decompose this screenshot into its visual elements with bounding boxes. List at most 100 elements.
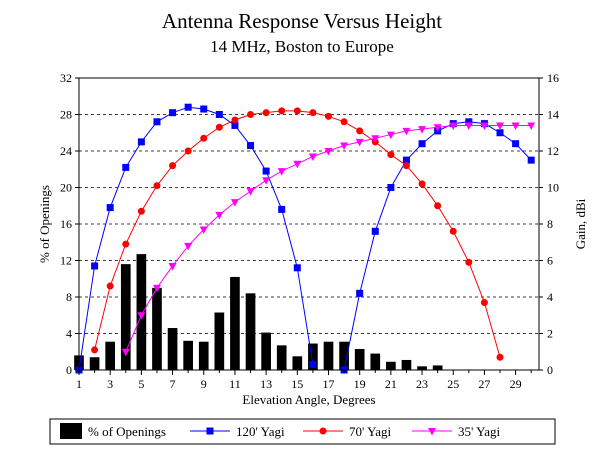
y-left-tick-label: 28 — [60, 108, 72, 122]
y-right-tick-label: 6 — [547, 254, 553, 268]
x-axis-label: Elevation Angle, Degrees — [242, 392, 375, 407]
series-point — [262, 167, 270, 175]
y-right-tick-label: 8 — [547, 217, 553, 231]
series-point — [527, 156, 535, 164]
series-point — [278, 205, 286, 213]
series-point — [200, 105, 208, 113]
series-point — [356, 289, 364, 297]
series-point — [402, 127, 411, 136]
gridlines — [79, 114, 539, 334]
bar — [120, 264, 131, 370]
chart-title: Antenna Response Versus Height — [162, 9, 442, 33]
series-point — [106, 204, 114, 212]
series-point — [386, 131, 395, 140]
series-point — [308, 153, 317, 161]
series-1 — [91, 107, 504, 361]
y-left-tick-label: 4 — [66, 327, 72, 341]
series-point — [465, 258, 473, 266]
x-tick-label: 27 — [478, 377, 490, 391]
series-point — [387, 151, 395, 159]
x-tick-label: 19 — [354, 377, 366, 391]
series-point — [355, 138, 364, 147]
series-point — [512, 140, 520, 148]
series-point — [449, 122, 458, 130]
legend-label: 120' Yagi — [236, 424, 285, 439]
legend-marker — [206, 427, 214, 435]
x-tick-label: 25 — [447, 377, 459, 391]
series-point — [309, 361, 317, 369]
series-point — [122, 240, 130, 248]
series-point — [496, 129, 504, 137]
series-point — [402, 156, 410, 164]
bar — [245, 293, 256, 370]
series-2 — [121, 122, 536, 357]
series-point — [200, 134, 208, 142]
series-point — [106, 282, 114, 290]
legend: % of Openings 120' Yagi 70' Yagi 35' Yagi — [49, 418, 556, 445]
series-point — [121, 348, 130, 357]
series-point — [340, 118, 348, 126]
series-point — [215, 111, 223, 118]
bar — [214, 312, 225, 370]
series-point — [169, 109, 177, 117]
series-point — [122, 163, 130, 171]
series-point — [246, 188, 255, 196]
x-tick-label: 11 — [229, 377, 241, 391]
series-point — [309, 109, 317, 117]
y-left-tick-label: 16 — [60, 217, 72, 231]
series-point — [91, 262, 99, 270]
y-right-tick-label: 0 — [547, 363, 553, 377]
y-left-tick-label: 20 — [60, 181, 72, 195]
series-point — [356, 127, 364, 135]
bar-series — [74, 254, 443, 370]
series-point — [371, 227, 379, 235]
chart-subtitle: 14 MHz, Boston to Europe — [210, 37, 394, 56]
series-point — [247, 142, 255, 150]
y-right-tick-label: 4 — [547, 290, 553, 304]
x-axis-ticks: 1 3 5 7 9 11 13 15 17 19 21 23 25 27 29 — [76, 370, 532, 391]
bar — [401, 359, 412, 370]
series-point — [324, 148, 333, 156]
series-point — [184, 147, 192, 155]
y-left-tick-label: 24 — [60, 144, 72, 158]
series-point — [184, 103, 192, 111]
series-point — [418, 180, 426, 188]
bar — [339, 341, 349, 370]
series-point — [293, 264, 301, 272]
legend-label: 35' Yagi — [458, 424, 500, 439]
x-tick-label: 29 — [510, 377, 522, 391]
x-tick-label: 1 — [76, 377, 82, 391]
series-point — [418, 140, 426, 148]
x-tick-label: 7 — [170, 377, 176, 391]
series-point — [511, 122, 520, 130]
bar — [89, 357, 100, 370]
series-point — [91, 346, 99, 354]
series-point — [496, 122, 505, 130]
y-left-tick-label: 32 — [60, 71, 72, 85]
bar — [276, 345, 287, 370]
y-right-tick-label: 14 — [547, 108, 559, 122]
x-tick-label: 17 — [322, 377, 334, 391]
legend-box — [49, 418, 556, 445]
x-tick-label: 13 — [260, 377, 272, 391]
series-point — [371, 135, 380, 143]
bar — [308, 343, 318, 370]
series-point — [184, 242, 193, 251]
series-point — [418, 126, 427, 134]
series-point — [199, 226, 208, 234]
bar — [105, 341, 116, 370]
series-point — [324, 112, 332, 120]
bar — [136, 254, 147, 370]
bar — [432, 365, 443, 370]
series-point — [262, 109, 270, 117]
series-point — [480, 122, 489, 130]
x-tick-label: 3 — [107, 377, 113, 391]
y-right-tick-label: 10 — [547, 181, 559, 195]
series-point — [293, 160, 302, 169]
series-point — [433, 124, 442, 132]
series-point — [215, 211, 224, 220]
series-line — [343, 121, 532, 371]
y-left-axis-label: % of Openings — [37, 185, 52, 263]
series-point — [262, 177, 271, 185]
